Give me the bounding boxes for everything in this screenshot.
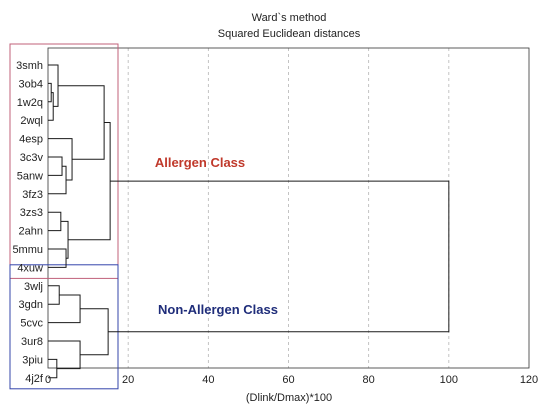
x-tick-label: 20 [122, 374, 134, 386]
dendrogram-link [48, 358, 58, 379]
leaf-labels: 3smh 3ob4 1w2q 2wql 4esp 3c3v 5anw 3fz3 3zs3 2ahn… [12, 60, 43, 385]
leaf-label: 2wql [20, 115, 43, 127]
dendrogram-link [108, 180, 450, 333]
dendrogram-link [80, 308, 109, 356]
group-labels: Allergen Class Non-Allergen Class [155, 155, 278, 317]
dendrogram-link [68, 122, 111, 241]
gridlines [127, 48, 450, 368]
leaf-label: 1w2q [17, 97, 43, 109]
dendrogram-links [48, 64, 450, 379]
dendrogram-link [58, 85, 105, 160]
dendrogram-link [48, 285, 60, 305]
x-tick-label: 100 [440, 374, 458, 386]
leaf-label: 4j2f [25, 373, 44, 385]
x-tick-label: 0 [45, 374, 51, 386]
leaf-label: 5mmu [12, 244, 43, 256]
dendrogram-link [48, 165, 67, 195]
dendrogram-link [48, 92, 54, 121]
dendrogram-link [60, 220, 69, 259]
group-boxes [9, 43, 119, 390]
x-tick-label: 120 [520, 374, 538, 386]
dendrogram-link [48, 156, 63, 176]
plot-frame [47, 47, 530, 369]
leaf-label: 5anw [17, 170, 43, 182]
group-box [9, 264, 119, 390]
leaf-label: 3piu [22, 354, 43, 366]
leaf-label: 3smh [16, 60, 43, 72]
group-label: Allergen Class [155, 155, 245, 170]
leaf-label: 3fz3 [22, 189, 43, 201]
dendrogram-link [48, 64, 59, 107]
leaf-label: 5cvc [20, 318, 43, 330]
leaf-label: 3wlj [24, 281, 43, 293]
leaf-label: 3gdn [19, 299, 43, 311]
group-label: Non-Allergen Class [158, 302, 278, 317]
leaf-label: 3zs3 [20, 207, 43, 219]
chart-title: Ward`s method [252, 12, 327, 24]
leaf-label: 3ur8 [21, 336, 43, 348]
chart-subtitle: Squared Euclidean distances [218, 28, 361, 40]
x-axis-label: (Dlink/Dmax)*100 [246, 392, 332, 404]
x-tick-label: 60 [282, 374, 294, 386]
x-tick-label: 40 [202, 374, 214, 386]
leaf-label: 3c3v [20, 152, 44, 164]
dendrogram-link [48, 211, 62, 232]
group-box [9, 43, 119, 279]
dendrogram-link [48, 82, 52, 103]
dendrogram-link [48, 138, 73, 181]
dendrogram-link [48, 340, 81, 370]
dendrogram-link [48, 294, 81, 324]
leaf-label: 4esp [19, 134, 43, 146]
leaf-label: 4xuw [17, 262, 43, 274]
x-tick-label: 80 [363, 374, 375, 386]
leaf-label: 2ahn [19, 226, 43, 238]
x-tick-labels: 0 20 40 60 80 100 120 [45, 374, 538, 386]
leaf-label: 3ob4 [19, 78, 43, 90]
